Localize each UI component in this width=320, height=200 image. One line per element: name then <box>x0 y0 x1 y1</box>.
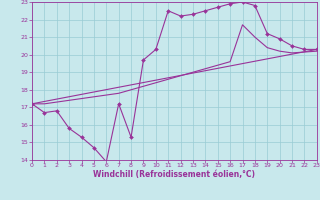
X-axis label: Windchill (Refroidissement éolien,°C): Windchill (Refroidissement éolien,°C) <box>93 170 255 179</box>
